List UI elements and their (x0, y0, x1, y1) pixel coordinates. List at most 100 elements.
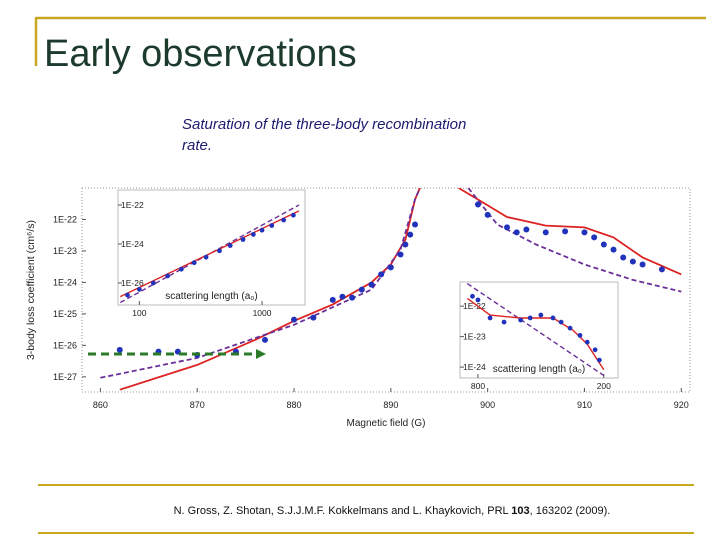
y-tick-label: 1E-24 (463, 362, 486, 372)
data-point (474, 201, 481, 208)
x-tick-label: 200 (597, 381, 611, 391)
x-tick-label: 860 (93, 400, 108, 410)
x-axis-label: Magnetic field (G) (347, 418, 426, 429)
data-point (250, 232, 256, 237)
fit-curve (466, 283, 605, 377)
data-point (240, 237, 246, 242)
y-tick-label: 1E-27 (53, 372, 77, 382)
data-point (412, 221, 419, 228)
slide-title: Early observations (44, 33, 357, 75)
data-point (470, 293, 475, 299)
data-point (658, 266, 665, 273)
data-point (261, 336, 268, 343)
fit-curve (119, 204, 300, 304)
data-point (217, 248, 222, 254)
data-point (397, 251, 404, 258)
fit-curve (467, 188, 682, 293)
y-tick-label: 1E-23 (463, 332, 486, 342)
inset-x-label: scattering length (a₀) (493, 364, 586, 375)
data-point (550, 315, 556, 321)
data-point (620, 254, 627, 261)
fit-curve (100, 188, 421, 379)
data-point (577, 332, 583, 338)
data-point (610, 246, 617, 253)
data-point (567, 325, 573, 331)
data-point (203, 254, 209, 260)
data-point (116, 346, 123, 353)
fit-curve (119, 210, 300, 298)
citation-volume: 103 (511, 505, 529, 517)
x-tick-label: 870 (190, 400, 205, 410)
plot-area (100, 188, 682, 391)
data-point (281, 217, 287, 223)
data-point (475, 297, 481, 303)
subtitle-line: Saturation of the three-body recombinati… (182, 116, 466, 133)
x-tick-label: 100 (132, 308, 146, 318)
x-tick-label: 900 (480, 400, 495, 410)
data-point (178, 266, 184, 272)
data-point (150, 280, 156, 286)
data-point (527, 315, 533, 321)
data-point (291, 316, 298, 323)
x-tick-label: 910 (577, 400, 592, 410)
data-point (339, 293, 346, 300)
y-tick-label: 1E-26 (53, 340, 77, 350)
data-point (523, 226, 530, 233)
data-point (402, 241, 409, 248)
fit-curve (458, 188, 682, 276)
inset-x-label: scattering length (a₀) (165, 291, 258, 302)
y-tick-label: 1E-22 (463, 301, 486, 311)
data-point (596, 357, 602, 363)
plot-area (119, 204, 300, 304)
y-tick-label: 1E-22 (121, 200, 144, 210)
inset-chart: 1E-22 1E-24 1E-26 100 1000 scattering length … (117, 189, 306, 318)
subtitle-line: rate. (182, 137, 212, 154)
data-point (592, 347, 598, 353)
fit-curve (119, 188, 421, 391)
data-point (513, 229, 520, 236)
data-point (290, 212, 296, 218)
x-tick-label: 920 (674, 400, 689, 410)
data-point (581, 229, 588, 236)
data-point (542, 229, 549, 236)
inset-frame (459, 281, 619, 379)
data-point (227, 243, 233, 248)
citation: N. Gross, Z. Shotan, S.J.J.M.F. Kokkelma… (174, 505, 611, 517)
plot-area (466, 283, 605, 377)
y-axis-label: 3-body loss coefficient (cm⁶/s) (25, 220, 37, 360)
data-point (538, 312, 544, 318)
y-tick-label: 1E-25 (53, 309, 77, 319)
data-point (639, 261, 646, 268)
arrow-head (256, 349, 266, 359)
x-tick-label: 880 (287, 400, 302, 410)
data-point (125, 292, 130, 298)
data-point (584, 339, 590, 345)
data-point (407, 231, 414, 238)
data-point (269, 223, 275, 228)
y-tick-label: 1E-24 (53, 277, 77, 287)
data-point (349, 294, 356, 301)
data-point (501, 319, 507, 325)
x-tick-label: 890 (383, 400, 398, 410)
data-point (378, 271, 385, 278)
data-point (310, 314, 317, 321)
data-point (358, 286, 365, 293)
y-tick-label: 1E-24 (121, 239, 144, 249)
data-point (387, 264, 394, 271)
x-tick-label: 800 (471, 381, 485, 391)
data-point (329, 296, 336, 303)
citation-text: , 163202 (2009). (530, 505, 611, 517)
data-point (191, 260, 197, 266)
data-point (504, 224, 511, 231)
data-point (368, 281, 375, 288)
y-tick-label: 1E-22 (53, 214, 77, 224)
data-point (484, 211, 491, 218)
y-tick-label: 1E-26 (121, 278, 144, 288)
data-point (136, 286, 142, 292)
data-point (629, 258, 636, 265)
data-point (558, 319, 564, 325)
data-point (165, 273, 171, 279)
data-point (259, 227, 265, 233)
citation-text: N. Gross, Z. Shotan, S.J.J.M.F. Kokkelma… (174, 505, 512, 517)
